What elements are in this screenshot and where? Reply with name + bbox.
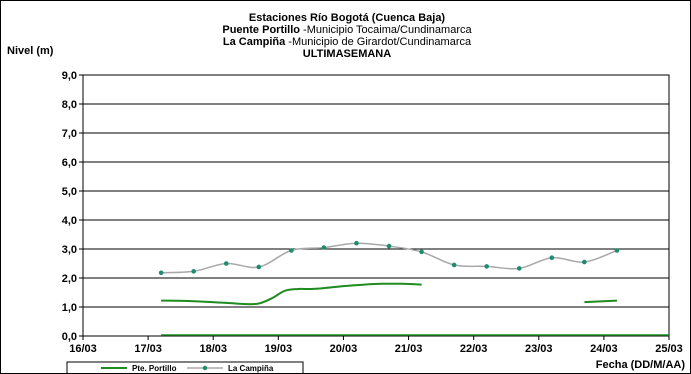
x-tick-label: 23/03 bbox=[525, 343, 553, 355]
y-axis: 0,0 1,0 2,0 3,0 4,0 5,0 6,0 7,0 8,0 9,0 bbox=[62, 70, 83, 343]
x-axis-label: Fecha (DD/M/AA) bbox=[596, 359, 686, 371]
series-portillo-line bbox=[161, 282, 422, 306]
series-campina-point bbox=[354, 240, 359, 246]
legend-box bbox=[66, 361, 304, 373]
y-tick-label: 2,0 bbox=[62, 273, 77, 285]
series-campina-point bbox=[419, 249, 424, 255]
title-line-4: ULTIMASEMANA bbox=[303, 48, 391, 60]
x-tick-label: 20/03 bbox=[330, 343, 358, 355]
y-axis-label: Nivel (m) bbox=[7, 45, 54, 57]
title-line-3: La Campiña -Municipio de Girardot/Cundin… bbox=[223, 36, 472, 48]
x-tick-label: 17/03 bbox=[134, 343, 162, 355]
series-campina-point bbox=[549, 255, 555, 260]
title-line-2: Puente Portillo -Municipio Tocaima/Cundi… bbox=[222, 24, 472, 36]
series-campina-point bbox=[516, 266, 522, 271]
x-tick-label: 24/03 bbox=[590, 343, 618, 355]
x-tick-label: 22/03 bbox=[460, 343, 488, 355]
chart-title: Estaciones Río Bogotá (Cuenca Baja) Puen… bbox=[222, 12, 472, 60]
series-campina-point bbox=[223, 261, 229, 266]
x-tick-label: 18/03 bbox=[199, 343, 227, 355]
y-tick-label: 4,0 bbox=[62, 215, 77, 227]
legend-marker-campina bbox=[202, 365, 208, 371]
series-campina-point bbox=[256, 264, 262, 270]
y-tick-label: 7,0 bbox=[62, 128, 77, 140]
x-tick-label: 19/03 bbox=[265, 343, 293, 355]
series-campina-point bbox=[451, 262, 457, 268]
series-campina-point bbox=[289, 248, 294, 253]
series-campina-point bbox=[484, 264, 489, 269]
series-campina-point bbox=[321, 245, 327, 250]
y-tick-label: 0,0 bbox=[62, 331, 77, 343]
title-line-3-station: La Campiña bbox=[223, 36, 286, 48]
series-portillo-line bbox=[584, 299, 617, 304]
y-tick-label: 9,0 bbox=[62, 70, 77, 82]
x-tick-label: 16/03 bbox=[69, 343, 97, 355]
title-line-1: Estaciones Río Bogotá (Cuenca Baja) bbox=[249, 12, 446, 24]
title-line-2-station: Puente Portillo bbox=[222, 24, 300, 36]
plot-area bbox=[82, 74, 670, 337]
series-campina-point bbox=[614, 248, 620, 253]
legend-label-campina: La Campiña bbox=[228, 364, 274, 373]
x-axis: 16/03 17/03 18/03 19/03 20/03 21/03 22/03 23/03… bbox=[69, 336, 683, 355]
x-tick-label: 25/03 bbox=[655, 343, 683, 355]
series-layer bbox=[158, 240, 669, 336]
title-line-3-municipality: -Municipio de Girardot/Cundinamarca bbox=[285, 36, 472, 48]
x-tick-label: 21/03 bbox=[395, 343, 423, 355]
y-tick-label: 1,0 bbox=[62, 302, 77, 314]
series-campina-point bbox=[386, 243, 392, 249]
y-tick-label: 3,0 bbox=[62, 244, 77, 256]
legend-label-portillo: Pte. Portillo bbox=[132, 364, 177, 373]
y-tick-label: 8,0 bbox=[62, 99, 77, 111]
y-tick-label: 6,0 bbox=[62, 157, 77, 169]
series-campina-point bbox=[191, 269, 196, 274]
legend: Pte. Portillo La Campiña bbox=[66, 361, 304, 373]
title-line-2-municipality: -Municipio Tocaima/Cundinamarca bbox=[300, 24, 472, 36]
series-campina-point bbox=[158, 270, 164, 276]
grid bbox=[83, 103, 669, 308]
y-tick-label: 5,0 bbox=[62, 186, 77, 198]
series-campina-point bbox=[582, 259, 587, 265]
